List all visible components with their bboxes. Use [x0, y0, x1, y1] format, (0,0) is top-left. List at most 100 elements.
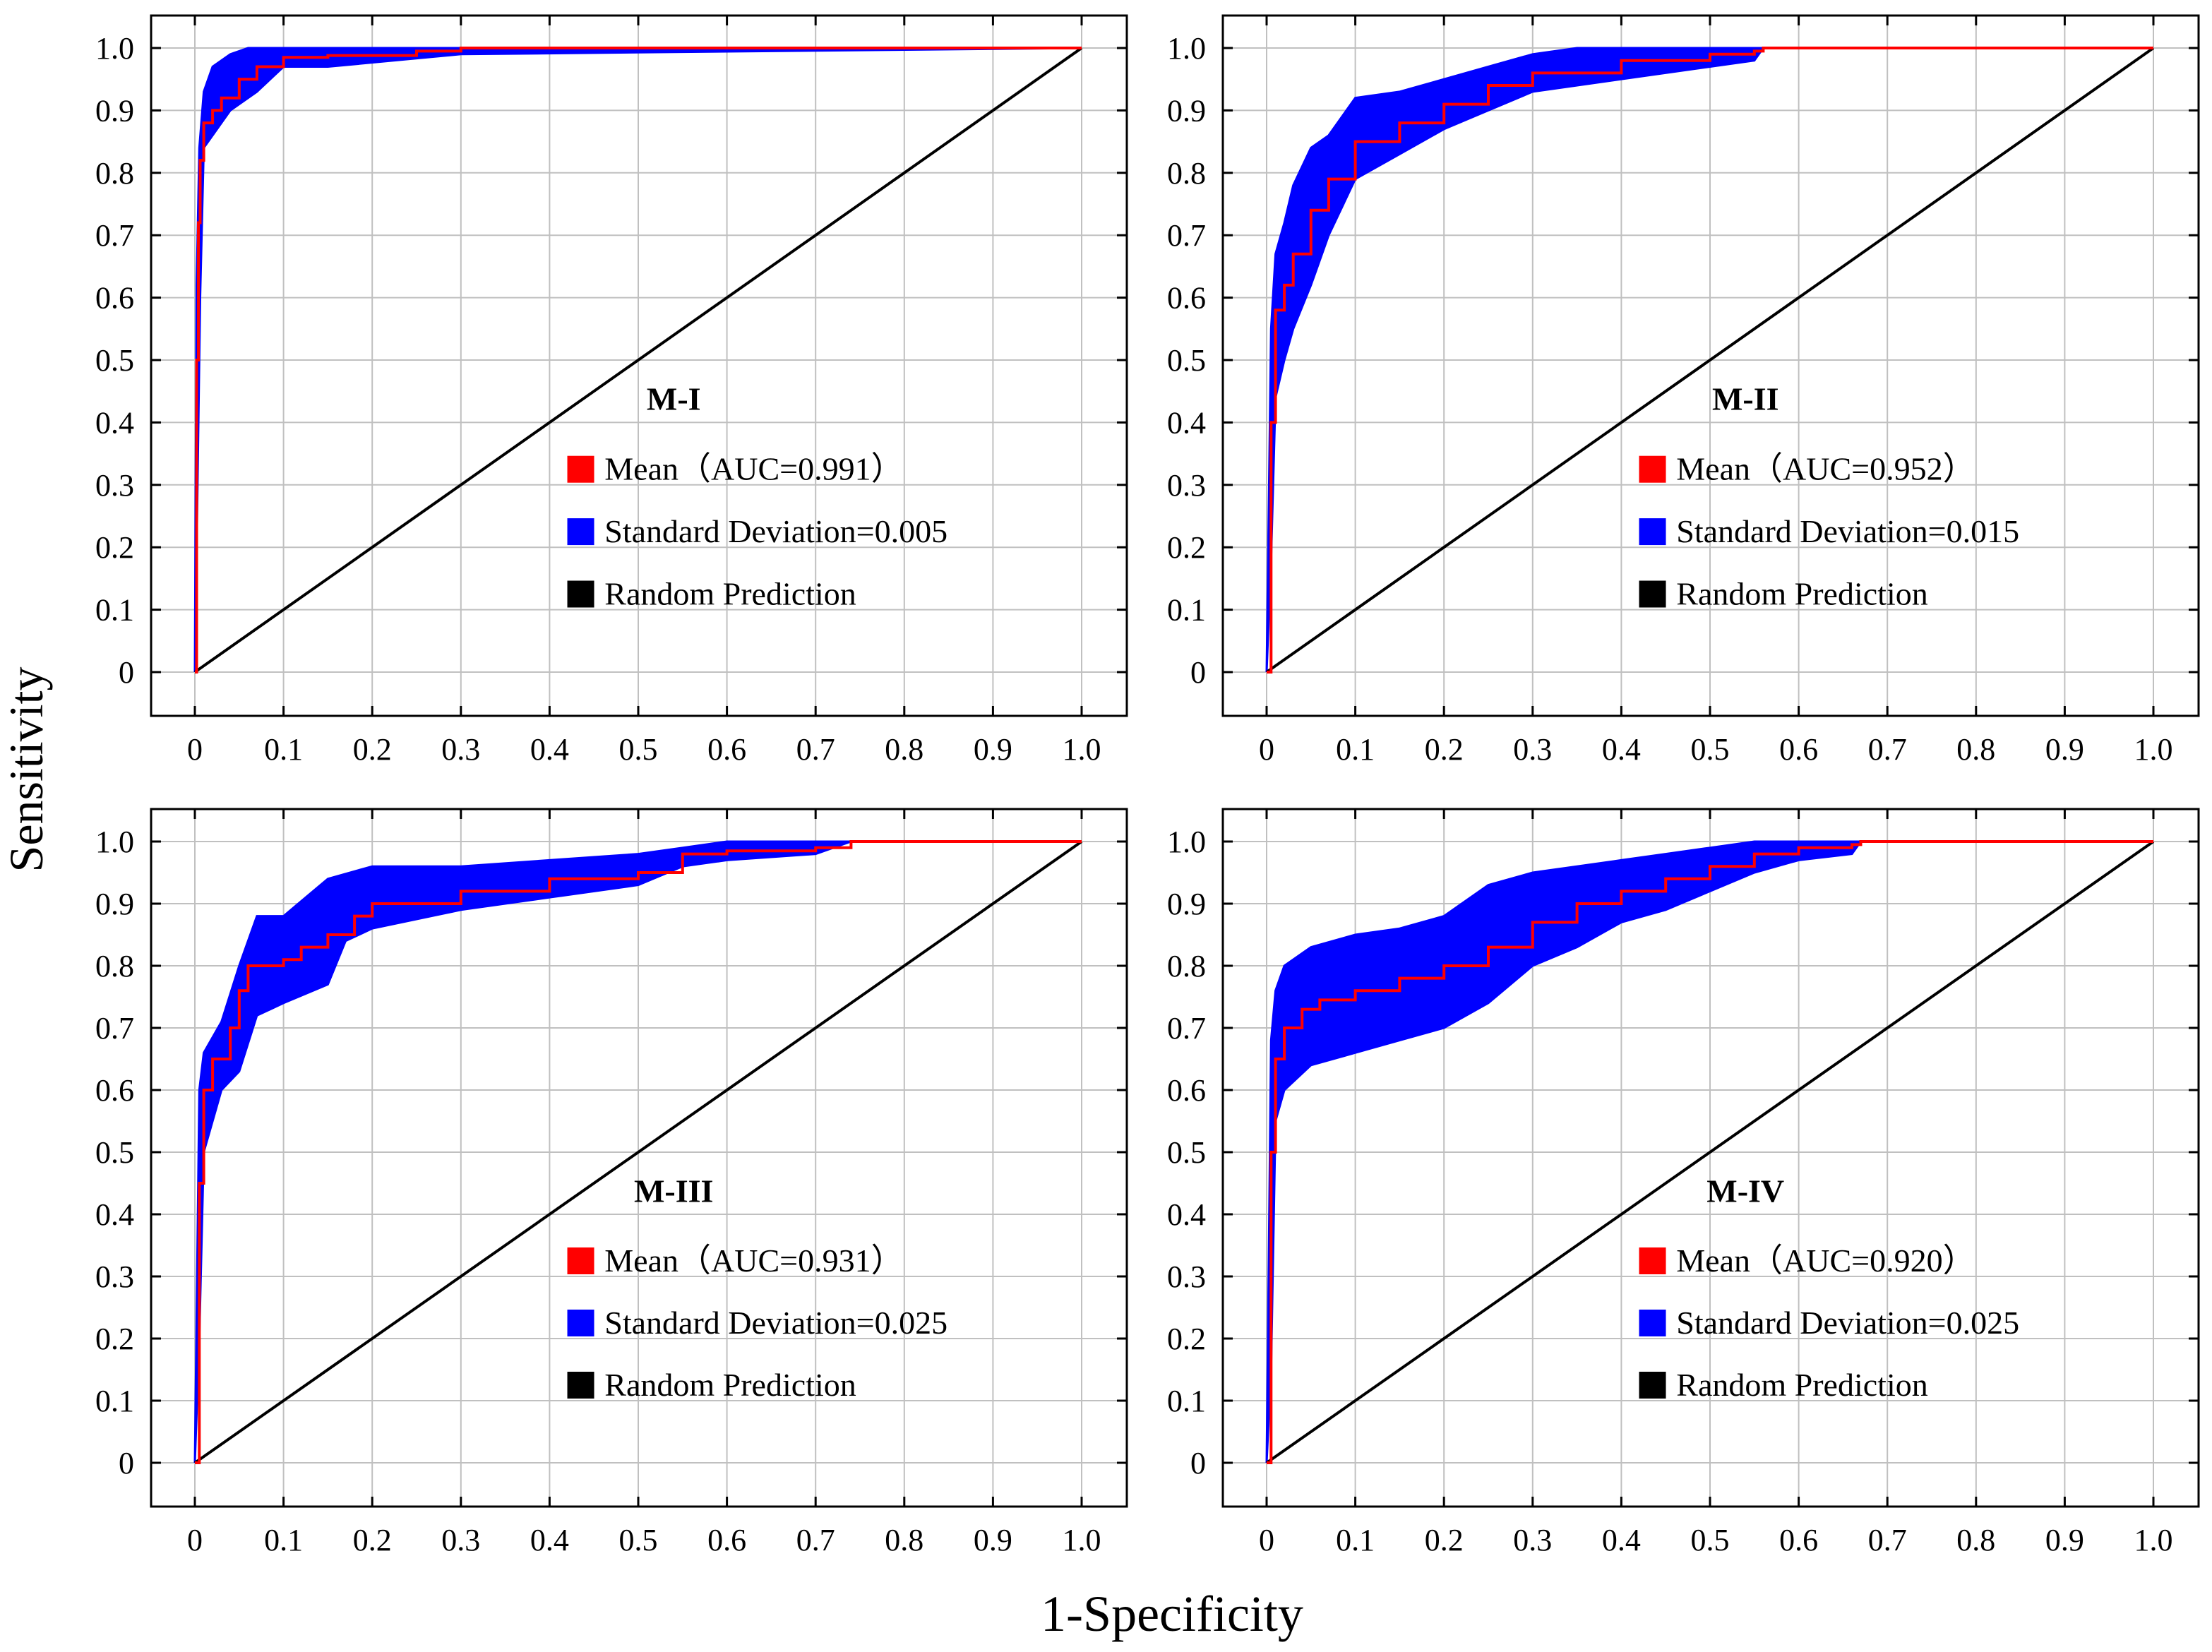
y-tick-label: 0 [1190, 655, 1206, 690]
y-tick-label: 0.8 [95, 949, 134, 983]
legend-sd-label: Standard Deviation=0.025 [1676, 1305, 2019, 1341]
legend-sd-swatch [567, 1310, 594, 1336]
y-tick-label: 0.1 [95, 1384, 134, 1418]
x-tick-label: 0.7 [1868, 1523, 1907, 1557]
y-tick-label: 1.0 [1167, 825, 1206, 859]
legend: Mean（AUC=0.931） Standard Deviation=0.025 R… [567, 1243, 947, 1403]
legend-sd-label: Standard Deviation=0.015 [1676, 513, 2019, 549]
random-prediction-line [193, 840, 1083, 1464]
legend-random-swatch [1639, 1372, 1666, 1399]
x-tick-label: 0.5 [1691, 732, 1730, 767]
y-tick-label: 0.4 [95, 1197, 134, 1232]
y-tick-label: 0.7 [95, 1011, 134, 1046]
x-tick-label: 0.4 [530, 1523, 569, 1557]
legend-sd-swatch [567, 518, 594, 546]
panel-title: M-II [1712, 381, 1779, 417]
y-tick-label: 0.9 [1167, 887, 1206, 921]
random-prediction-line [1265, 840, 2155, 1464]
x-tick-label: 0.4 [1602, 1523, 1641, 1557]
x-tick-label: 0.2 [1425, 732, 1464, 767]
legend: Mean（AUC=0.952） Standard Deviation=0.015 R… [1639, 451, 2019, 612]
y-tick-label: 0.1 [1167, 1384, 1206, 1418]
y-tick-label: 0.9 [1167, 93, 1206, 128]
y-tick-label: 0.9 [95, 887, 134, 921]
y-tick-label: 0.3 [95, 1259, 134, 1294]
y-tick-label: 0.8 [1167, 156, 1206, 191]
y-tick-label: 0.1 [95, 593, 134, 628]
x-tick-label: 0.8 [1956, 732, 1995, 767]
legend-random-label: Random Prediction [604, 576, 856, 612]
y-tick-label: 0.4 [1167, 1197, 1206, 1232]
y-tick-label: 0.3 [1167, 468, 1206, 503]
y-tick-label: 0.7 [95, 218, 134, 253]
mean-roc-line [195, 47, 1082, 674]
mean-roc-line [1267, 840, 2153, 1464]
x-tick-label: 0.3 [441, 1523, 480, 1557]
x-tick-label: 1.0 [2134, 1523, 2173, 1557]
y-tick-label: 0.8 [1167, 949, 1206, 983]
x-tick-label: 0.9 [2045, 1523, 2084, 1557]
y-tick-label: 0.4 [1167, 405, 1206, 440]
x-tick-label: 0 [1259, 1523, 1274, 1557]
y-tick-label: 0.4 [95, 405, 134, 440]
x-tick-label: 0 [187, 732, 203, 767]
x-tick-label: 0.9 [2045, 732, 2084, 767]
x-tick-label: 0.6 [707, 1523, 746, 1557]
x-tick-label: 0 [187, 1523, 203, 1557]
x-tick-label: 0.1 [264, 1523, 303, 1557]
x-tick-label: 0.3 [1513, 1523, 1552, 1557]
x-tick-label: 0.8 [885, 732, 923, 767]
y-tick-label: 0 [119, 1446, 134, 1480]
legend-mean-label: Mean（AUC=0.920） [1676, 1243, 1975, 1279]
y-tick-label: 0.5 [1167, 1135, 1206, 1170]
x-tick-label: 0.1 [1336, 732, 1375, 767]
legend-mean-label: Mean（AUC=0.952） [1676, 451, 1975, 487]
x-tick-label: 0.6 [707, 732, 746, 767]
y-tick-label: 0.9 [95, 93, 134, 128]
y-tick-label: 0 [1190, 1446, 1206, 1480]
x-tick-label: 0.7 [1868, 732, 1907, 767]
x-tick-label: 0.4 [530, 732, 569, 767]
y-tick-label: 0.2 [1167, 1322, 1206, 1356]
legend-random-label: Random Prediction [1676, 576, 1927, 612]
legend-mean-swatch [1639, 1247, 1666, 1274]
x-tick-label: 0.2 [353, 732, 392, 767]
legend-sd-swatch [1639, 1310, 1666, 1336]
ticks: 0 0.1 0.2 0.3 0.4 0.5 0.6 0.7 0.8 0.9 1.0 0 0.1 0.2 0.… [95, 16, 1127, 767]
legend-mean-label: Mean（AUC=0.991） [604, 451, 903, 487]
y-tick-label: 0.5 [95, 1135, 134, 1170]
panel-title: M-IV [1706, 1173, 1784, 1209]
y-tick-label: 0.7 [1167, 1011, 1206, 1046]
x-tick-label: 0 [1259, 732, 1274, 767]
y-tick-label: 1.0 [95, 825, 134, 859]
x-tick-label: 0.4 [1602, 732, 1641, 767]
legend-random-swatch [1639, 580, 1666, 608]
x-tick-label: 0.2 [353, 1523, 392, 1557]
x-tick-label: 0.3 [441, 732, 480, 767]
x-tick-label: 0.5 [619, 732, 658, 767]
y-axis-label: Sensitivity [0, 667, 53, 873]
x-tick-label: 0.6 [1779, 1523, 1818, 1557]
y-tick-label: 0.2 [95, 530, 134, 565]
y-tick-label: 0.5 [95, 343, 134, 378]
x-tick-label: 0.8 [885, 1523, 923, 1557]
y-tick-label: 0.6 [95, 1073, 134, 1108]
legend-sd-swatch [1639, 518, 1666, 546]
y-tick-label: 0 [119, 655, 134, 690]
roc-panel: 0 0.1 0.2 0.3 0.4 0.5 0.6 0.7 0.8 0.9 1.0 0 0.1 0.2 0.… [95, 808, 1128, 1557]
legend-random-label: Random Prediction [604, 1367, 856, 1403]
y-tick-label: 0.6 [95, 281, 134, 316]
legend-mean-swatch [1639, 455, 1666, 483]
y-tick-label: 0.7 [1167, 218, 1206, 253]
x-tick-label: 0.9 [974, 1523, 1012, 1557]
x-tick-label: 0.1 [264, 732, 303, 767]
roc-panel: 0 0.1 0.2 0.3 0.4 0.5 0.6 0.7 0.8 0.9 1.0 0 0.1 0.2 0.… [1167, 14, 2200, 767]
ticks: 0 0.1 0.2 0.3 0.4 0.5 0.6 0.7 0.8 0.9 1.0 0 0.1 0.2 0.… [1167, 16, 2199, 767]
legend: Mean（AUC=0.920） Standard Deviation=0.025 R… [1639, 1243, 2019, 1403]
panels: 0 0.1 0.2 0.3 0.4 0.5 0.6 0.7 0.8 0.9 1.0 0 0.1 0.2 0.… [95, 14, 2200, 1557]
x-tick-label: 0.3 [1513, 732, 1552, 767]
panel-title: M-III [634, 1173, 713, 1209]
x-axis-label: 1-Specificity [1041, 1586, 1303, 1642]
ticks: 0 0.1 0.2 0.3 0.4 0.5 0.6 0.7 0.8 0.9 1.0 0 0.1 0.2 0.… [95, 809, 1127, 1557]
x-tick-label: 0.9 [974, 732, 1012, 767]
